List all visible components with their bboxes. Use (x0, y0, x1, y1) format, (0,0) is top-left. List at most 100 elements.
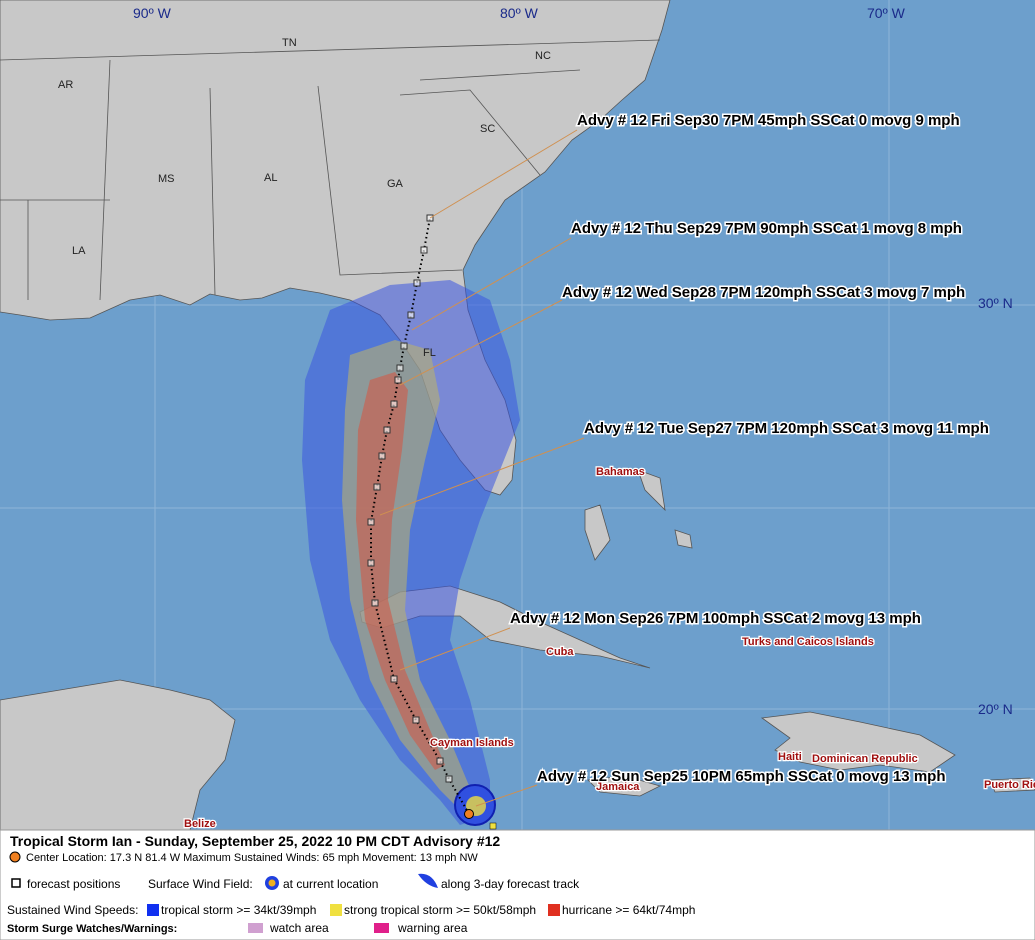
advisory-label: Advy # 12 Thu Sep29 7PM 90mph SSCat 1 mo… (571, 220, 962, 237)
swatch (147, 904, 159, 916)
line (399, 299, 563, 386)
path (356, 372, 445, 770)
path (674, 529, 693, 549)
line (411, 237, 572, 331)
state-label: MS (158, 173, 175, 185)
advisory-label: Advy # 12 Sun Sep25 10PM 65mph SSCat 0 m… (537, 768, 945, 785)
state-label: TN (282, 37, 297, 49)
cone (302, 280, 520, 826)
state-borders (0, 39, 661, 301)
legend-text: Sustained Wind Speeds: (7, 903, 138, 917)
forecast-position (378, 452, 386, 460)
state-label: GA (387, 178, 404, 190)
wind-icon (268, 879, 276, 887)
forecast-position (390, 400, 398, 408)
forecast-position (420, 246, 428, 254)
line (429, 129, 578, 219)
forecast-position (373, 483, 381, 491)
center-info: Center Location: 17.3 N 81.4 W Maximum S… (26, 852, 478, 864)
path (587, 775, 662, 797)
path (317, 85, 463, 276)
marker (489, 822, 497, 830)
legend-text: hurricane >= 64kt/74mph (562, 903, 695, 917)
state-label: LA (72, 245, 86, 257)
legend-text: along 3-day forecast track (441, 877, 580, 891)
forecast-position (383, 426, 391, 434)
legend-text: Surface Wind Field: (148, 877, 253, 891)
place-label: Jamaica (596, 781, 640, 793)
state-label: NC (535, 50, 551, 62)
forecast-position (394, 376, 402, 384)
swatch (330, 904, 342, 916)
path (399, 89, 541, 176)
forecast-position (367, 518, 375, 526)
line (379, 437, 585, 516)
legend-text: tropical storm >= 34kt/39mph (161, 903, 316, 917)
swatch (548, 904, 560, 916)
legend-text: warning area (397, 921, 468, 935)
track (367, 214, 497, 830)
advisory-label: Advy # 12 Tue Sep27 7PM 120mph SSCat 3 m… (584, 420, 989, 437)
legend-text: strong tropical storm >= 50kt/58mph (344, 903, 536, 917)
place-label: Bahamas (596, 466, 645, 478)
legend-text: at current location (283, 877, 378, 891)
legend-text: forecast positions (27, 877, 120, 891)
path (760, 711, 956, 773)
legend-title: Tropical Storm Ian - Sunday, September 2… (10, 833, 500, 849)
place-label: Dominican Republic (812, 753, 918, 765)
state-labels: AR TN NC SC MS AL GA LA FL (58, 37, 551, 359)
place-labels: Bahamas Cuba Turks and Caicos Islands Ca… (183, 465, 1035, 832)
latitude-label: 30º N (978, 295, 1013, 311)
forecast-position (436, 757, 444, 765)
state-label: FL (423, 347, 436, 359)
path (99, 59, 111, 301)
forecast-position (412, 716, 420, 724)
forecast-position (407, 311, 415, 319)
advisory-labels: Advy # 12 Fri Sep30 7PM 45mph SSCat 0 mo… (509, 111, 991, 787)
path (0, 39, 661, 61)
forecast-position (400, 342, 408, 350)
path (209, 87, 216, 296)
place-label: Belize (184, 818, 216, 830)
line (399, 627, 511, 671)
land (0, 0, 1035, 831)
forecast-position (371, 599, 379, 607)
advisory-label: Advy # 12 Wed Sep28 7PM 120mph SSCat 3 m… (562, 284, 965, 301)
swatch (248, 923, 263, 933)
place-label: Turks and Caicos Islands (742, 636, 874, 648)
forecast-icon (11, 878, 21, 888)
path (584, 504, 611, 561)
legend: Tropical Storm Ian - Sunday, September 2… (0, 829, 1035, 940)
advisory-leaders (379, 129, 585, 807)
grid-labels: 90º W 80º W 70º W 30º N 20º N (133, 5, 1013, 717)
line (475, 784, 538, 807)
forecast-position (396, 364, 404, 372)
legend-box (0, 829, 1035, 940)
forecast-position (413, 279, 421, 287)
legend-text: Storm Surge Watches/Warnings: (7, 923, 177, 935)
state-label: AL (264, 172, 277, 184)
forecast-position (445, 775, 453, 783)
state-label: SC (480, 123, 495, 135)
place-label: Cuba (546, 646, 574, 658)
place-label: Puerto Rico (984, 779, 1035, 791)
place-label: Haiti (778, 751, 802, 763)
current-position (464, 809, 474, 819)
place-label: Cayman Islands (430, 737, 514, 749)
legend-text: watch area (269, 921, 329, 935)
latitude-label: 20º N (978, 701, 1013, 717)
center-icon (9, 851, 21, 863)
path (989, 777, 1035, 793)
state-label: AR (58, 79, 73, 91)
advisory-label: Advy # 12 Fri Sep30 7PM 45mph SSCat 0 mo… (577, 112, 960, 129)
path (419, 69, 581, 81)
forecast-position (390, 675, 398, 683)
track-icon (418, 873, 438, 888)
path (637, 469, 666, 512)
swatch (374, 923, 389, 933)
longitude-label: 70º W (867, 5, 906, 21)
forecast-position (367, 559, 375, 567)
longitude-label: 80º W (500, 5, 539, 21)
longitude-label: 90º W (133, 5, 172, 21)
